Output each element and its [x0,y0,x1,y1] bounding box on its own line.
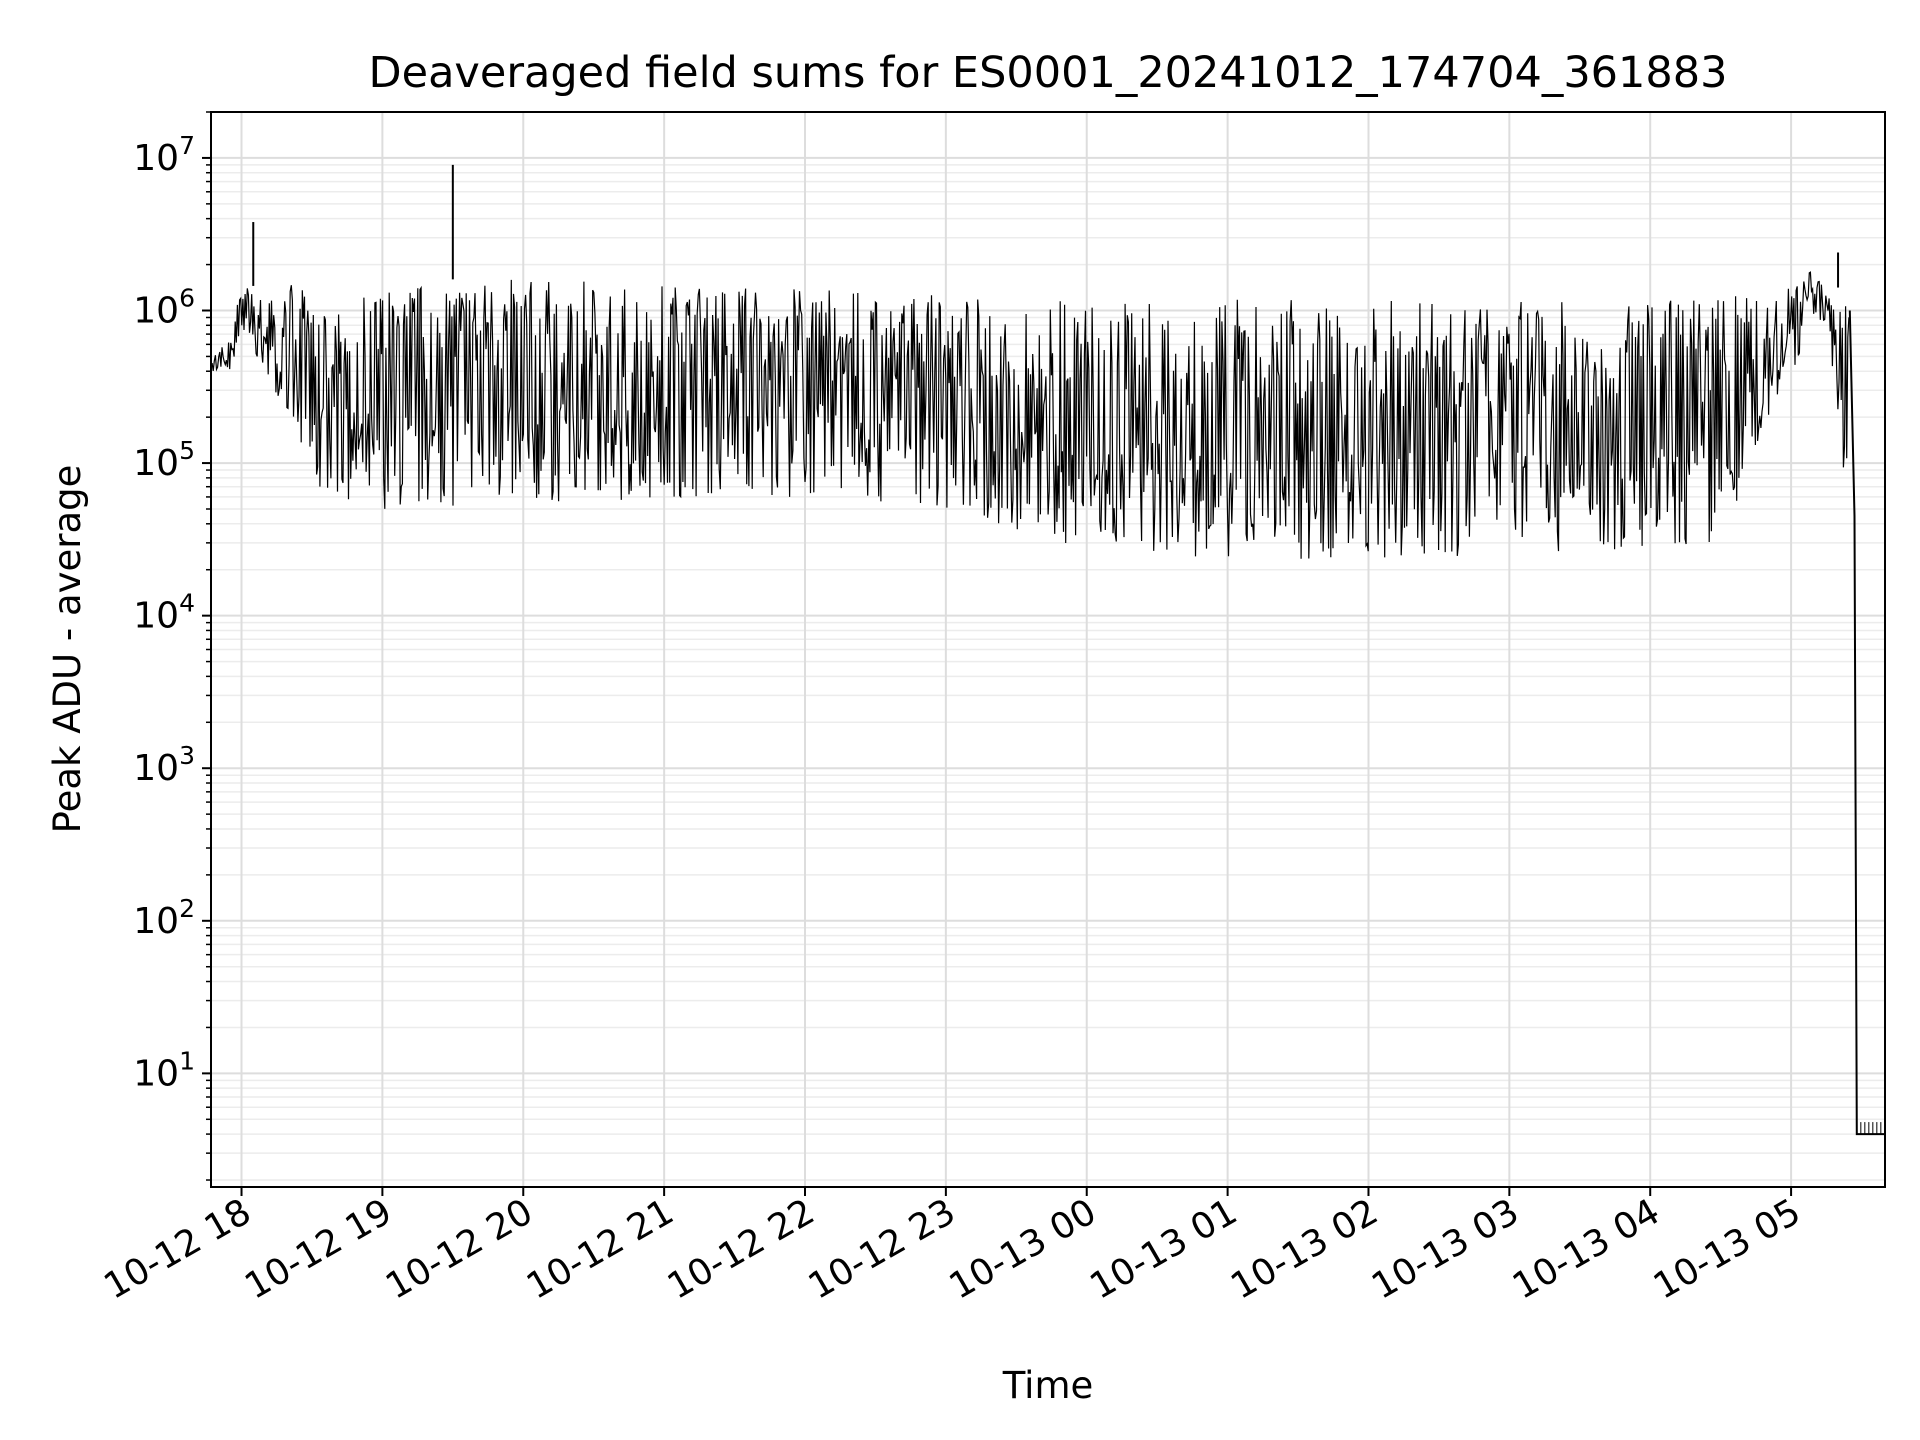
chart-title: Deaveraged field sums for ES0001_2024101… [369,48,1728,98]
grid [211,111,1885,1187]
y-tick-label: 106 [133,284,195,332]
y-tick-label: 105 [133,436,195,484]
tail-trace [1848,310,1885,1136]
y-axis-label: Peak ADU - average [46,465,89,834]
y-tick-label: 102 [133,894,195,942]
x-axis-label: Time [1002,1364,1094,1407]
y-tick-label: 103 [133,741,195,789]
y-tick-label: 101 [133,1046,195,1094]
series-line [210,164,1886,1136]
y-tick-label: 107 [133,131,195,179]
series-trace [210,271,1850,559]
y-tick-label: 104 [133,589,195,637]
